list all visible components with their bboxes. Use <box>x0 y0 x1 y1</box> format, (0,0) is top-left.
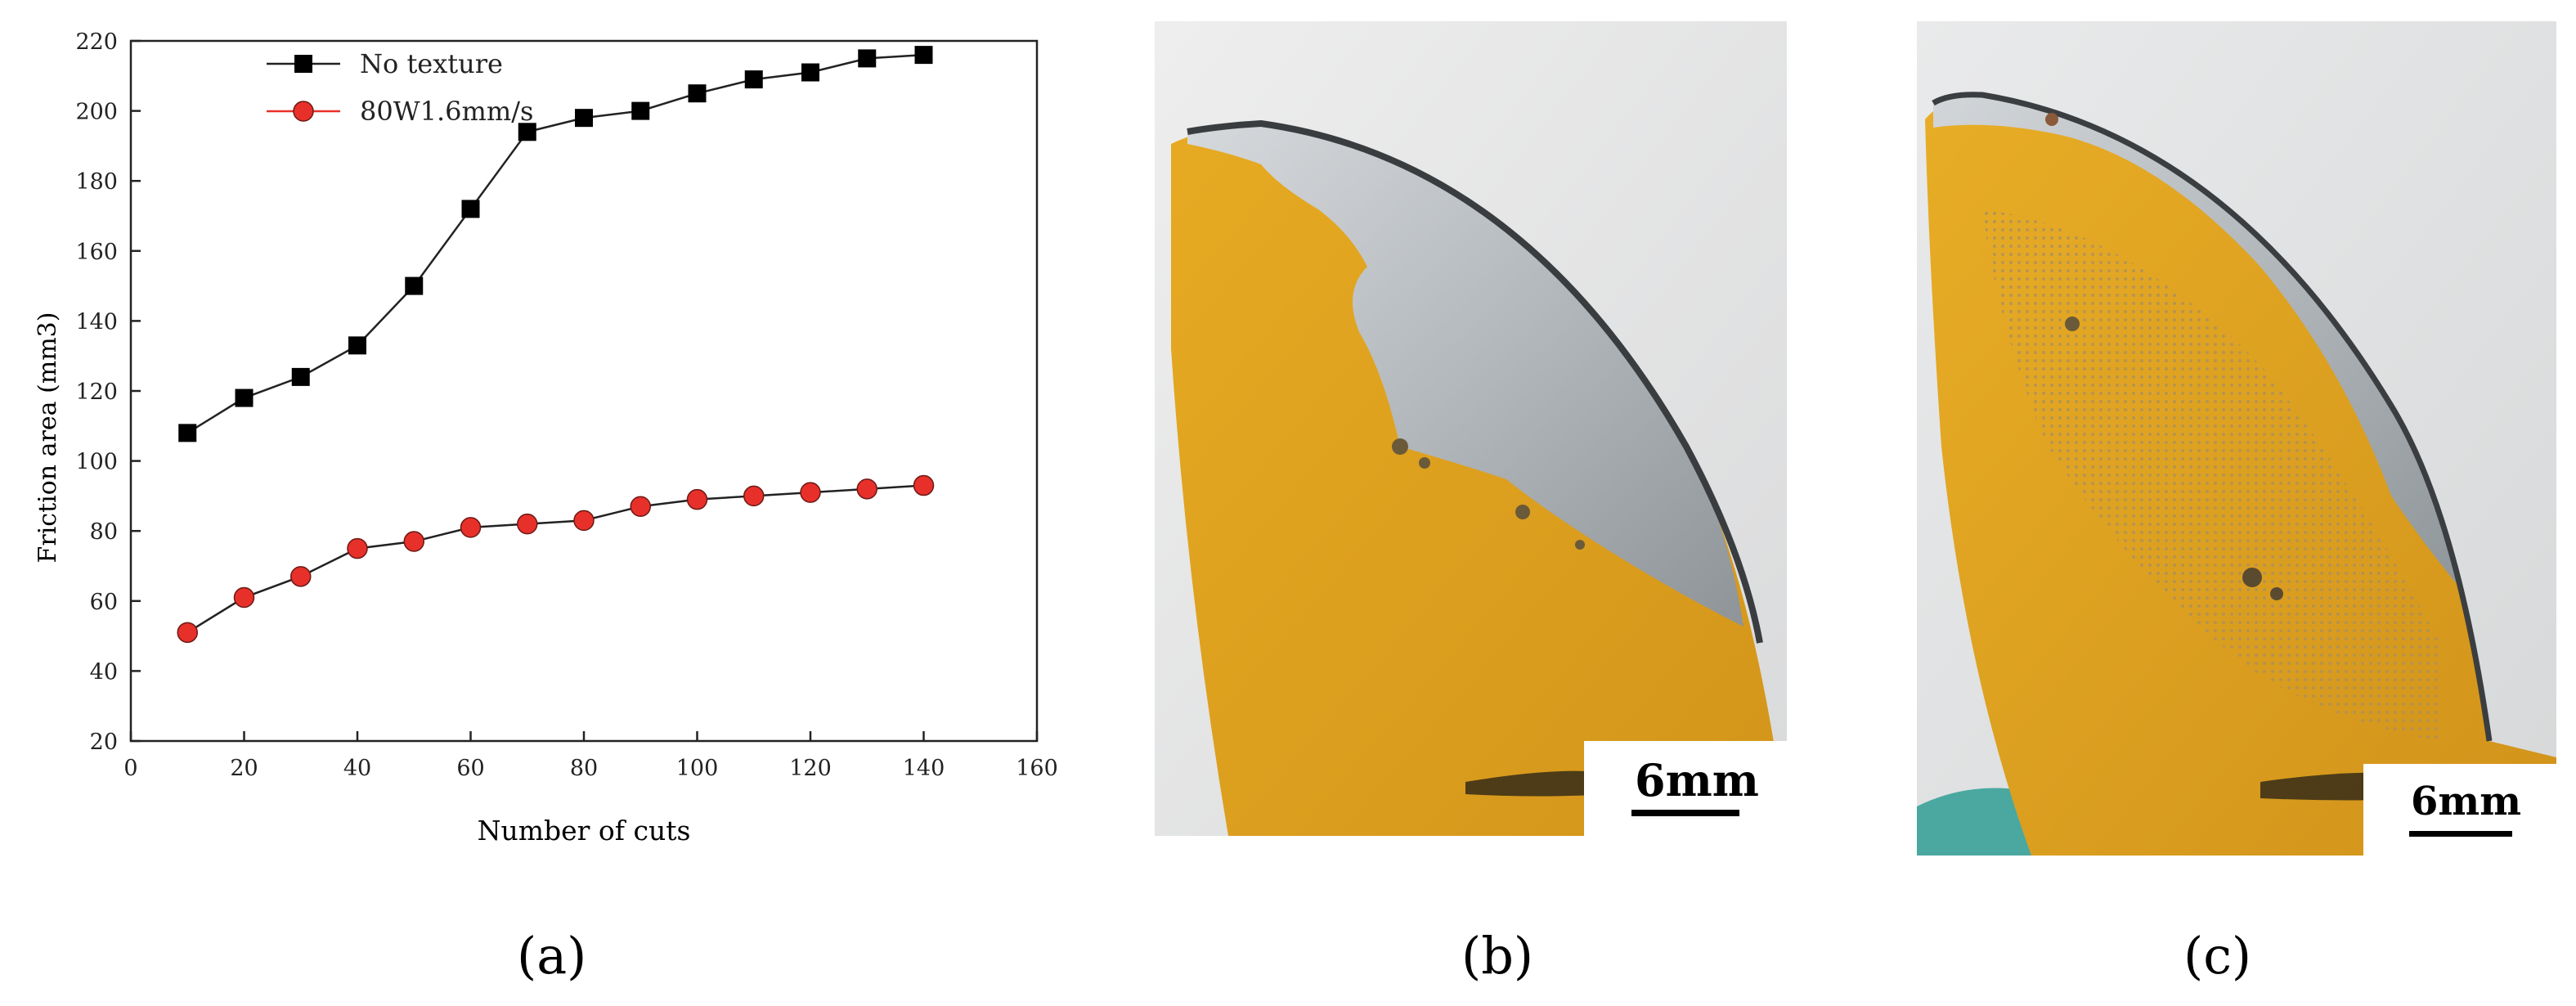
y-tick-label: 120 <box>75 379 118 405</box>
y-tick-label: 140 <box>75 309 118 335</box>
data-point <box>913 474 935 496</box>
plot-frame <box>129 39 1039 743</box>
photo-untextured-blade: 6mm <box>1155 21 1787 836</box>
scale-label-b: 6mm <box>1635 754 1759 806</box>
data-point <box>914 46 933 65</box>
data-point <box>573 510 595 532</box>
chart-legend: No texture 80W1.6mm/s <box>267 48 533 127</box>
data-point <box>856 478 877 500</box>
data-point <box>460 517 482 538</box>
data-point <box>630 496 651 517</box>
data-point <box>631 101 650 120</box>
legend-label: 80W1.6mm/s <box>360 96 533 127</box>
series-no-texture <box>178 46 933 442</box>
caption-b: (b) <box>1461 926 1534 986</box>
legend-marker <box>293 101 314 122</box>
x-tick-label: 40 <box>343 756 371 781</box>
photo-textured-blade: 6mm <box>1917 21 2556 856</box>
y-tick-label: 160 <box>75 240 118 265</box>
chart-axes <box>129 39 1039 743</box>
x-axis-label: Number of cuts <box>478 815 691 847</box>
x-tick-label: 80 <box>570 756 598 781</box>
data-point <box>461 200 480 218</box>
scale-label-c: 6mm <box>2411 779 2521 824</box>
chart-ticks: 0 20 40 60 80 100 120 140 1602040608010012014016… <box>75 29 1057 781</box>
x-tick-label: 20 <box>230 756 258 781</box>
data-point <box>744 70 763 89</box>
x-tick-label: 140 <box>903 756 945 781</box>
legend-label: No texture <box>360 48 503 79</box>
series-textured <box>177 474 935 644</box>
data-point <box>290 566 312 587</box>
data-point <box>291 367 310 386</box>
y-tick-label: 220 <box>75 29 118 55</box>
y-axis-label: Friction area (mm3) <box>34 312 62 564</box>
y-tick-label: 40 <box>90 659 118 685</box>
data-point <box>686 488 708 510</box>
series-line <box>186 53 924 434</box>
data-point <box>743 485 765 507</box>
data-point <box>688 84 707 103</box>
x-tick-label: 60 <box>456 756 484 781</box>
data-point <box>178 424 197 442</box>
x-tick-label: 0 <box>123 756 137 781</box>
data-point <box>235 388 254 407</box>
data-point <box>403 531 424 552</box>
data-point <box>177 622 198 644</box>
data-point <box>801 63 819 82</box>
scale-bar-c: 6mm <box>2363 764 2556 856</box>
y-tick-label: 80 <box>90 519 118 545</box>
y-tick-label: 20 <box>90 730 118 755</box>
scale-bar-b: 6mm <box>1584 741 1787 836</box>
data-point <box>858 49 877 68</box>
series-line <box>186 484 924 634</box>
caption-a: (a) <box>517 926 587 986</box>
x-tick-label: 160 <box>1016 756 1058 781</box>
data-point <box>518 123 536 141</box>
data-point <box>800 482 821 503</box>
data-point <box>405 276 424 295</box>
y-tick-label: 60 <box>90 590 118 615</box>
data-point <box>517 513 538 535</box>
data-point <box>347 537 368 559</box>
data-point <box>233 586 255 609</box>
scale-line-c <box>2409 831 2512 837</box>
data-point <box>575 109 593 128</box>
data-point <box>348 336 366 355</box>
x-tick-label: 100 <box>676 756 719 781</box>
x-tick-label: 120 <box>789 756 832 781</box>
scale-line-b <box>1631 810 1739 816</box>
caption-c: (c) <box>2183 926 2252 986</box>
chart-series <box>177 46 935 644</box>
y-tick-label: 100 <box>75 450 118 475</box>
legend-marker <box>294 55 312 73</box>
friction-area-chart: 0 20 40 60 80 100 120 140 1602040608010012014016… <box>34 29 1058 847</box>
y-tick-label: 200 <box>75 100 118 125</box>
y-tick-label: 180 <box>75 169 118 195</box>
